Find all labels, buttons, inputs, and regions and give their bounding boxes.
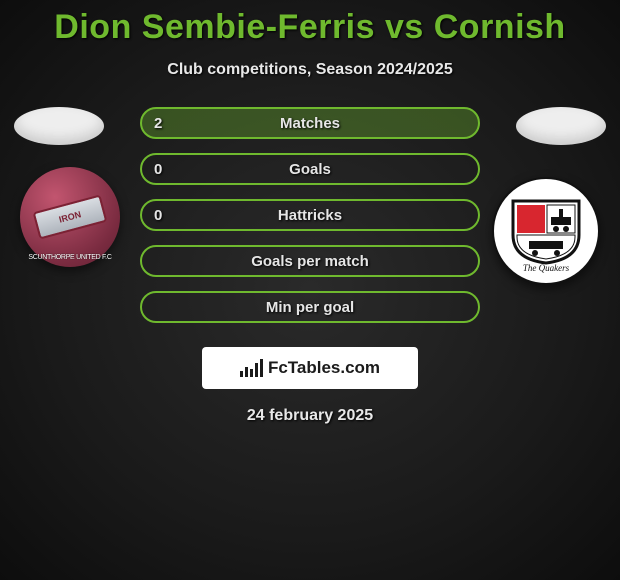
stat-row-goals-per-match: Goals per match <box>140 245 480 277</box>
stat-label: Matches <box>280 115 340 132</box>
stat-row-goals: 0 Goals <box>140 153 480 185</box>
left-player-photo-placeholder <box>14 107 104 145</box>
right-club-motto: The Quakers <box>523 263 569 273</box>
stat-row-matches: 2 Matches <box>140 107 480 139</box>
right-club-badge: The Quakers <box>492 177 600 285</box>
stat-row-min-per-goal: Min per goal <box>140 291 480 323</box>
page-title: Dion Sembie-Ferris vs Cornish <box>0 0 620 47</box>
right-player-photo-placeholder <box>516 107 606 145</box>
left-club-name: SCUNTHORPE UNITED F.C <box>28 254 111 261</box>
stat-left-value: 0 <box>154 207 162 224</box>
subtitle: Club competitions, Season 2024/2025 <box>0 61 620 79</box>
branding-text: FcTables.com <box>268 358 380 378</box>
stats-container: 2 Matches 0 Goals 0 Hattricks Goals per … <box>140 107 480 323</box>
branding-box: FcTables.com <box>202 347 418 389</box>
stat-row-hattricks: 0 Hattricks <box>140 199 480 231</box>
date-text: 24 february 2025 <box>0 407 620 425</box>
left-club-banner: IRON <box>33 194 108 239</box>
chart-icon <box>240 359 262 377</box>
stat-label: Hattricks <box>278 207 342 224</box>
stat-left-value: 2 <box>154 115 162 132</box>
stat-label: Goals <box>289 161 331 178</box>
right-club-shield-icon <box>509 197 583 265</box>
stat-label: Min per goal <box>266 299 354 316</box>
left-club-badge: IRON SCUNTHORPE UNITED F.C <box>20 167 120 267</box>
stat-label: Goals per match <box>251 253 369 270</box>
comparison-stage: IRON SCUNTHORPE UNITED F.C The Quakers 2 <box>0 107 620 323</box>
stat-left-value: 0 <box>154 161 162 178</box>
